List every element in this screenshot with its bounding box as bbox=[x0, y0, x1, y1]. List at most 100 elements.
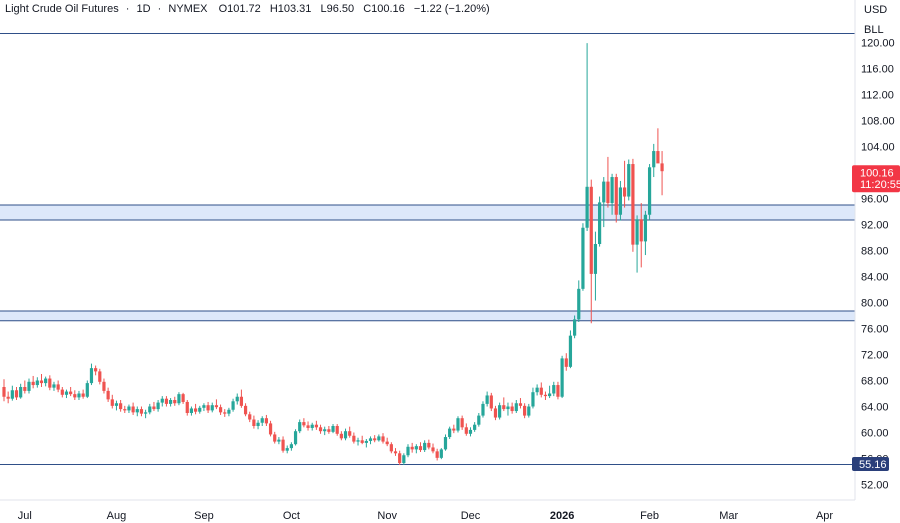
candle-up[interactable] bbox=[52, 381, 56, 391]
candle-up[interactable] bbox=[27, 378, 31, 394]
price-zone[interactable] bbox=[0, 310, 855, 321]
candle-up[interactable] bbox=[443, 434, 448, 451]
candle-down[interactable] bbox=[489, 392, 493, 412]
candle-up[interactable] bbox=[643, 210, 648, 256]
candle-up[interactable] bbox=[552, 381, 556, 397]
candle-up[interactable] bbox=[585, 43, 589, 231]
candle-down[interactable] bbox=[606, 156, 610, 208]
candle-down[interactable] bbox=[393, 448, 398, 456]
candle-up[interactable] bbox=[85, 380, 89, 399]
candle-down[interactable] bbox=[510, 402, 514, 414]
candle-down[interactable] bbox=[131, 402, 135, 415]
candle-up[interactable] bbox=[468, 427, 473, 437]
candle-up[interactable] bbox=[414, 444, 418, 454]
candle-down[interactable] bbox=[152, 401, 156, 412]
candle-up[interactable] bbox=[618, 180, 623, 221]
candle-down[interactable] bbox=[69, 387, 73, 397]
candle-up[interactable] bbox=[210, 402, 214, 413]
candle-up[interactable] bbox=[597, 196, 602, 247]
candle-up[interactable] bbox=[627, 159, 631, 201]
candle-up[interactable] bbox=[498, 402, 502, 420]
candle-up[interactable] bbox=[277, 437, 281, 445]
candle-up[interactable] bbox=[548, 385, 552, 399]
candle-up[interactable] bbox=[364, 439, 368, 448]
candle-down[interactable] bbox=[214, 399, 219, 410]
candle-down[interactable] bbox=[398, 450, 402, 465]
candle-down[interactable] bbox=[102, 378, 106, 394]
candle-up[interactable] bbox=[285, 445, 289, 454]
candle-down[interactable] bbox=[385, 437, 389, 447]
candle-up[interactable] bbox=[377, 434, 381, 442]
axis-currency-label[interactable]: USD bbox=[864, 4, 887, 16]
candle-down[interactable] bbox=[139, 406, 144, 417]
candle-up[interactable] bbox=[64, 389, 69, 399]
candle-down[interactable] bbox=[106, 387, 110, 402]
candle-down[interactable] bbox=[31, 375, 35, 389]
candle-down[interactable] bbox=[539, 382, 543, 398]
candle-down[interactable] bbox=[543, 391, 548, 400]
candle-up[interactable] bbox=[573, 315, 577, 339]
candle-up[interactable] bbox=[77, 390, 81, 400]
candle-up[interactable] bbox=[635, 215, 639, 273]
candle-down[interactable] bbox=[218, 404, 223, 415]
price-zone[interactable] bbox=[0, 205, 855, 220]
candle-up[interactable] bbox=[44, 376, 48, 387]
candle-down[interactable] bbox=[181, 392, 185, 404]
candle-up[interactable] bbox=[343, 428, 348, 441]
candle-up[interactable] bbox=[231, 398, 235, 412]
candle-down[interactable] bbox=[656, 128, 660, 164]
candle-up[interactable] bbox=[368, 436, 373, 445]
candle-down[interactable] bbox=[94, 365, 98, 376]
candle-down[interactable] bbox=[81, 389, 85, 399]
candle-up[interactable] bbox=[227, 407, 231, 417]
candle-down[interactable] bbox=[173, 396, 177, 406]
candle-up[interactable] bbox=[10, 385, 14, 401]
candle-down[interactable] bbox=[314, 420, 318, 430]
candle-down[interactable] bbox=[110, 394, 114, 409]
candle-up[interactable] bbox=[19, 383, 23, 399]
candle-up[interactable] bbox=[160, 396, 164, 407]
candle-up[interactable] bbox=[177, 392, 181, 406]
candle-up[interactable] bbox=[535, 384, 539, 396]
candle-down[interactable] bbox=[14, 387, 19, 400]
candle-down[interactable] bbox=[252, 415, 256, 429]
candle-down[interactable] bbox=[264, 414, 268, 426]
candle-down[interactable] bbox=[306, 421, 310, 431]
candle-down[interactable] bbox=[464, 423, 468, 436]
time-axis[interactable]: Jul Aug Sep Oct Nov Dec 2026 Feb Mar Apr bbox=[18, 510, 834, 522]
candle-up[interactable] bbox=[593, 231, 598, 301]
candle-down[interactable] bbox=[418, 442, 423, 452]
candle-down[interactable] bbox=[248, 411, 252, 423]
candle-up[interactable] bbox=[256, 420, 260, 430]
candle-up[interactable] bbox=[235, 393, 239, 405]
candle-up[interactable] bbox=[135, 406, 139, 417]
candle-down[interactable] bbox=[302, 418, 306, 428]
candle-up[interactable] bbox=[189, 406, 194, 416]
candle-down[interactable] bbox=[556, 381, 560, 400]
candle-down[interactable] bbox=[381, 433, 385, 444]
candle-up[interactable] bbox=[156, 400, 160, 412]
candle-down[interactable] bbox=[493, 405, 498, 421]
candle-down[interactable] bbox=[185, 400, 189, 416]
candle-down[interactable] bbox=[452, 424, 456, 434]
candle-up[interactable] bbox=[289, 442, 293, 451]
candle-up[interactable] bbox=[169, 398, 173, 407]
candle-up[interactable] bbox=[310, 422, 314, 431]
candle-up[interactable] bbox=[485, 391, 489, 407]
candle-up[interactable] bbox=[89, 363, 94, 386]
candle-up[interactable] bbox=[577, 280, 581, 322]
candle-down[interactable] bbox=[389, 442, 393, 454]
candle-up[interactable] bbox=[260, 416, 264, 426]
candle-up[interactable] bbox=[356, 437, 360, 446]
candle-down[interactable] bbox=[589, 179, 593, 324]
candle-up[interactable] bbox=[652, 143, 656, 178]
candle-up[interactable] bbox=[144, 409, 148, 419]
candle-down[interactable] bbox=[273, 431, 277, 444]
axis-unit-label[interactable]: BLL bbox=[864, 24, 884, 36]
candle-up[interactable] bbox=[473, 422, 477, 432]
candle-down[interactable] bbox=[564, 353, 568, 371]
candle-down[interactable] bbox=[56, 380, 60, 393]
candle-up[interactable] bbox=[35, 377, 39, 388]
candle-down[interactable] bbox=[223, 409, 227, 417]
candle-up[interactable] bbox=[647, 164, 652, 221]
